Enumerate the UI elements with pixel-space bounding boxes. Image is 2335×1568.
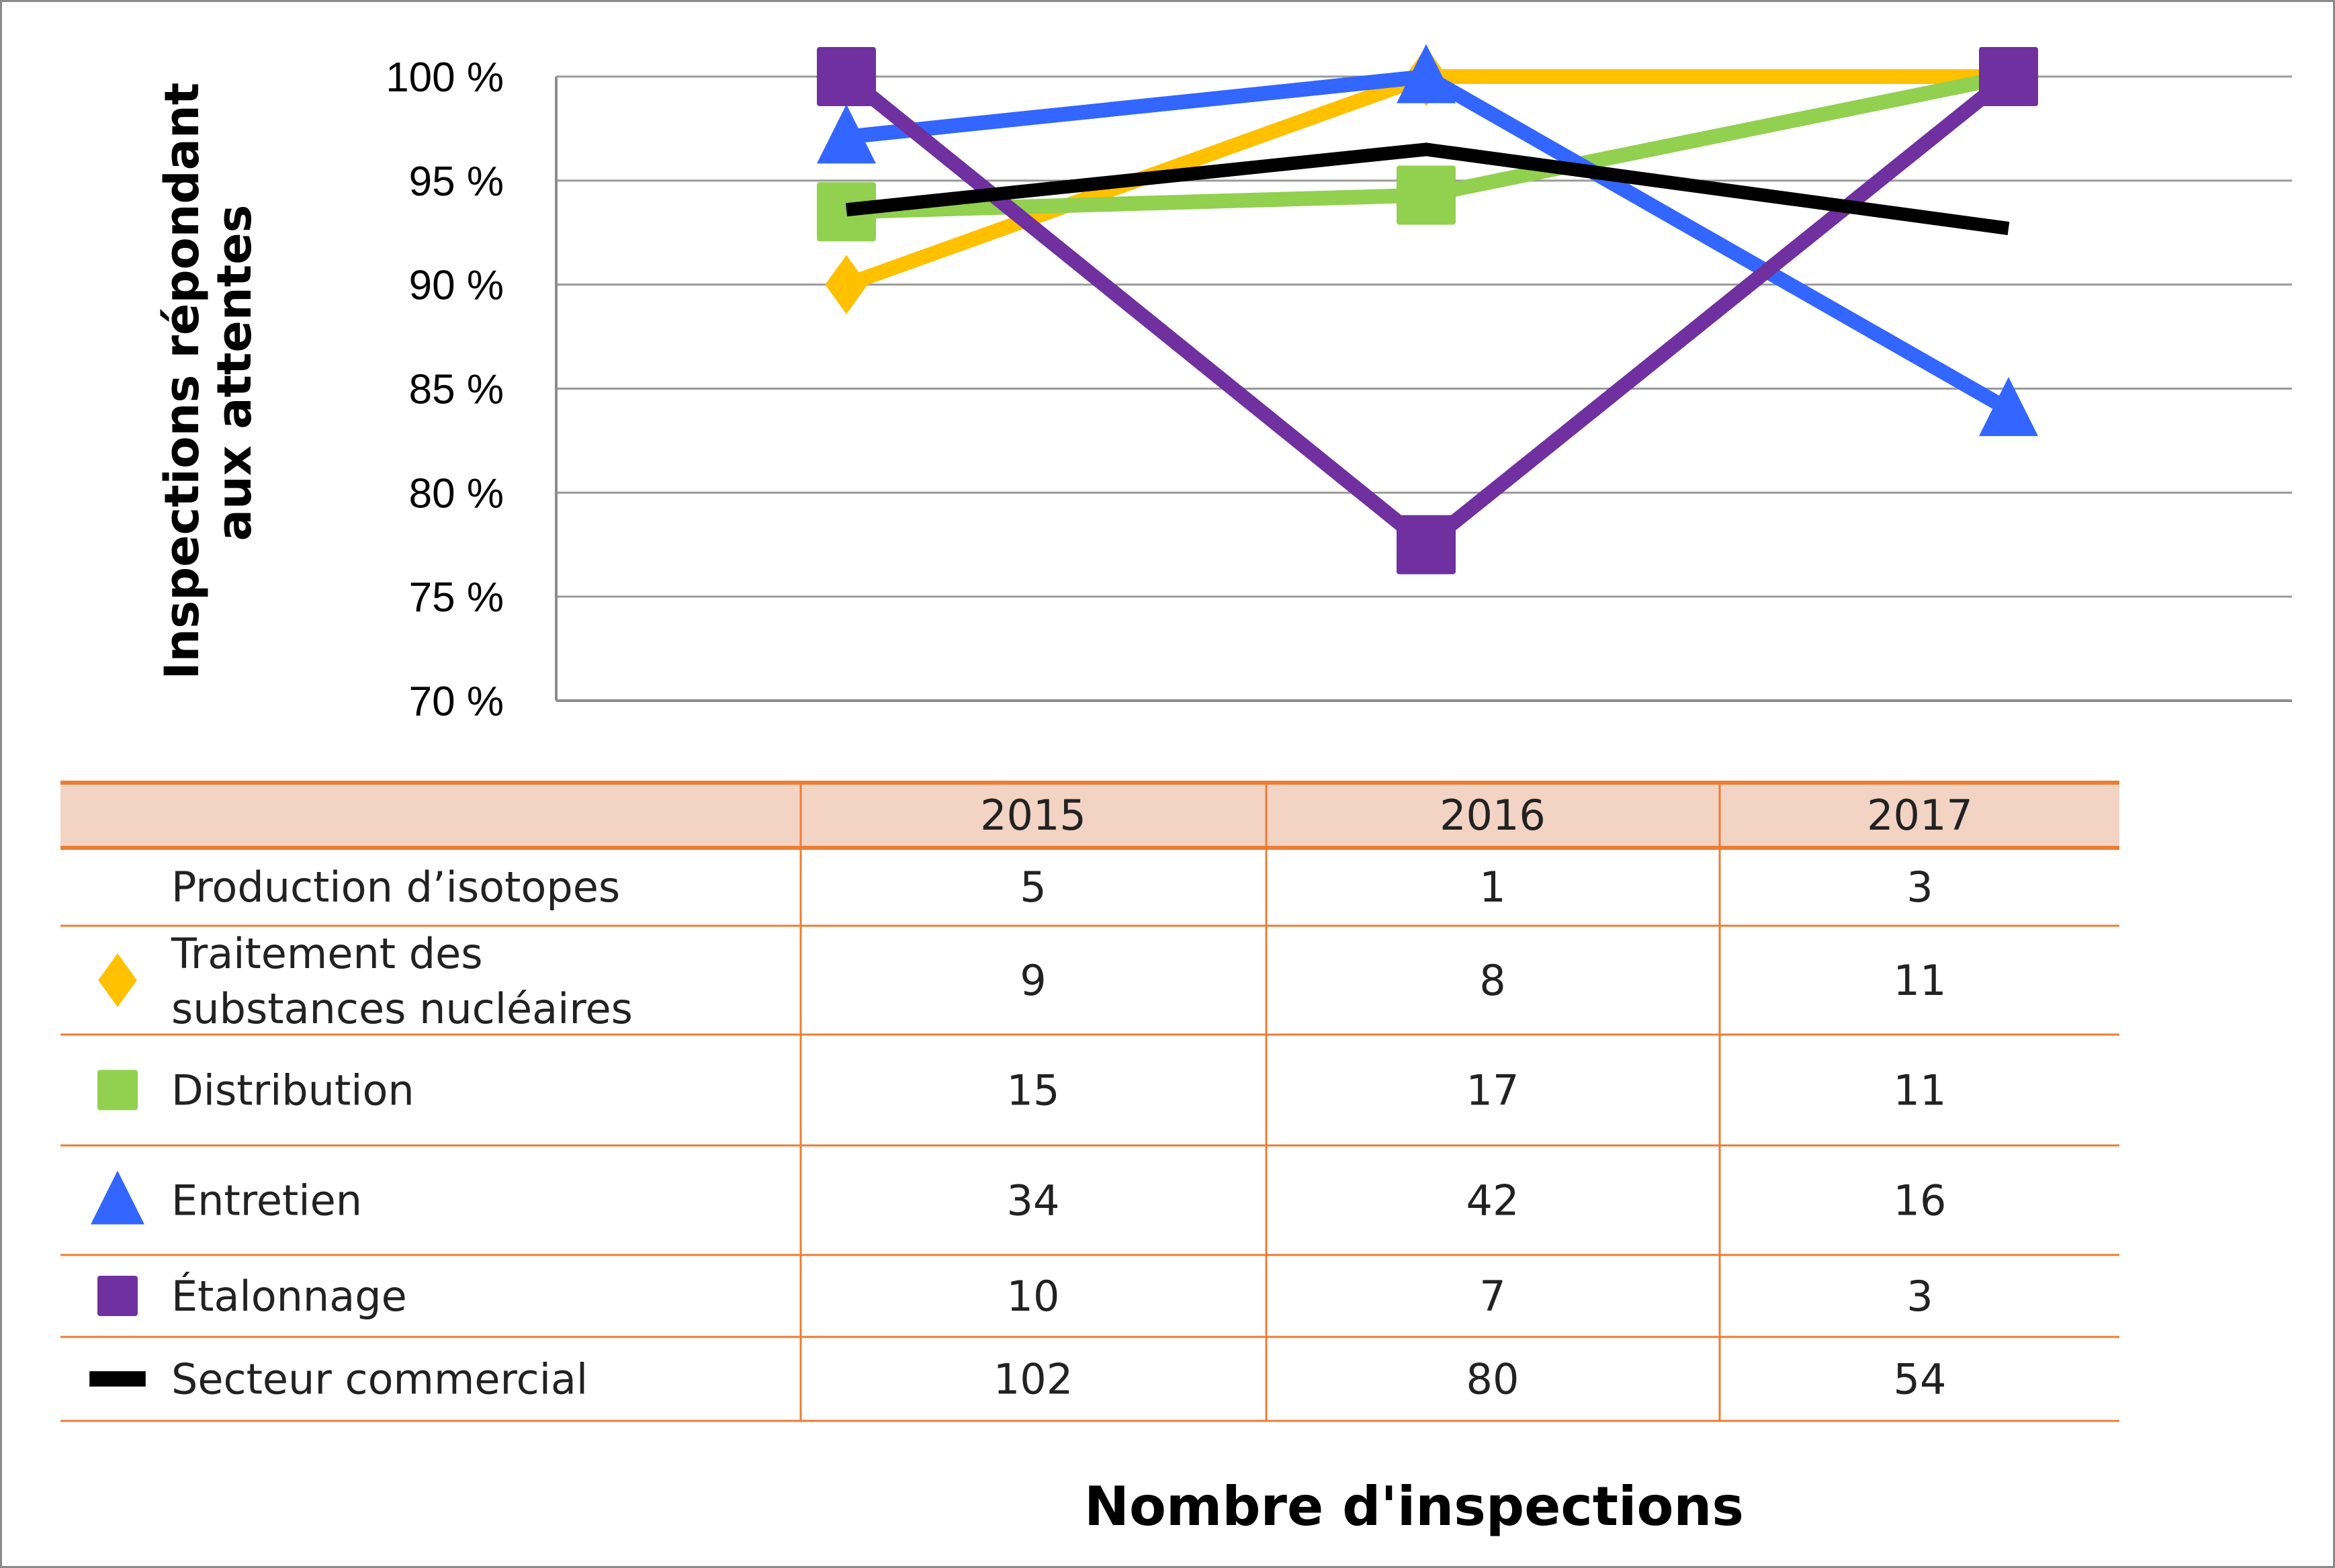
table-cell-value: 1 xyxy=(1479,863,1505,912)
table-header-year: 2015 xyxy=(980,791,1086,840)
table-row: Entretien 34 42 16 xyxy=(91,1170,1947,1225)
table-header-year: 2017 xyxy=(1867,791,1973,840)
data-point xyxy=(1397,44,1456,103)
series-entretien xyxy=(817,44,2038,437)
data-point xyxy=(1979,47,2038,106)
data-point xyxy=(1979,377,2038,437)
table-cell-value: 15 xyxy=(1007,1066,1060,1115)
data-point xyxy=(817,182,876,242)
table-header-year: 2016 xyxy=(1440,791,1546,840)
table-cell-value: 54 xyxy=(1894,1355,1947,1404)
table-cell-value: 80 xyxy=(1466,1355,1519,1404)
row-label: Production d’isotopes xyxy=(171,863,620,912)
series-line xyxy=(845,142,2010,235)
table-header-fill xyxy=(60,783,2119,848)
y-axis-label-line-1: Inspections répondant xyxy=(155,83,210,680)
table-cell-value: 7 xyxy=(1479,1272,1505,1321)
row-label: Secteur commercial xyxy=(171,1355,588,1404)
legend-marker xyxy=(98,953,137,1007)
table-row: Distribution 15 17 11 xyxy=(97,1066,1946,1115)
table-cell-value: 16 xyxy=(1894,1176,1947,1225)
y-axis-label: Inspections répondant aux attentes xyxy=(155,66,262,679)
table-row: Étalonnage 10 7 3 xyxy=(97,1272,1933,1321)
legend-marker xyxy=(97,1276,138,1316)
y-tick-label: 95 % xyxy=(409,159,504,205)
legend-marker xyxy=(91,1170,144,1225)
y-tick-label: 85 % xyxy=(409,367,504,413)
table-cell-value: 8 xyxy=(1479,956,1505,1005)
data-table: 2015 2016 2017 Production d’isotopes 5 1 3 Trai… xyxy=(60,781,2119,1422)
series-secteur-commercial xyxy=(845,142,2010,235)
table-row: Production d’isotopes 5 1 3 xyxy=(171,863,1933,912)
y-tick-label: 70 % xyxy=(409,679,504,725)
y-tick-label: 100 % xyxy=(386,54,504,101)
y-tick-labels: 70 % 75 % 80 % 85 % 90 % 95 % 100 % xyxy=(386,54,504,725)
series--talonnage xyxy=(817,47,2038,574)
table-cell-value: 5 xyxy=(1020,863,1046,912)
row-label: Distribution xyxy=(171,1066,414,1115)
table-cell-value: 11 xyxy=(1894,956,1947,1005)
legend-marker xyxy=(89,1371,146,1387)
table-cell-value: 34 xyxy=(1007,1176,1060,1225)
row-label: Étalonnage xyxy=(171,1272,407,1321)
row-label: Entretien xyxy=(171,1176,362,1225)
y-axis-label-line-2: aux attentes xyxy=(207,205,262,541)
y-tick-label: 75 % xyxy=(409,574,504,621)
series-line xyxy=(845,69,2013,417)
table-cell-value: 9 xyxy=(1020,956,1046,1005)
table-cell-value: 3 xyxy=(1906,863,1933,912)
table-cell-value: 10 xyxy=(1007,1272,1060,1321)
data-point xyxy=(825,255,868,314)
table-cell-value: 102 xyxy=(994,1355,1073,1404)
data-point xyxy=(1397,515,1456,574)
y-tick-label: 80 % xyxy=(409,470,504,517)
data-point xyxy=(817,47,876,106)
table-cell-value: 17 xyxy=(1466,1066,1519,1115)
table-cell-value: 42 xyxy=(1466,1176,1519,1225)
table-cell-value: 3 xyxy=(1906,1272,1933,1321)
data-point xyxy=(817,104,876,164)
y-tick-label: 90 % xyxy=(409,263,504,309)
data-point xyxy=(1397,165,1456,225)
table-row: Secteur commercial 102 80 54 xyxy=(89,1355,1946,1404)
row-label-line: Traitement des xyxy=(171,929,483,978)
table-row: Traitement des substances nucléaires 9 8 11 xyxy=(98,929,1946,1033)
series-layer xyxy=(817,44,2038,574)
x-axis-label: Nombre d'inspections xyxy=(1084,1475,1744,1538)
legend-marker xyxy=(97,1070,138,1110)
row-label-line: substances nucléaires xyxy=(171,984,633,1033)
table-cell-value: 11 xyxy=(1894,1066,1947,1115)
